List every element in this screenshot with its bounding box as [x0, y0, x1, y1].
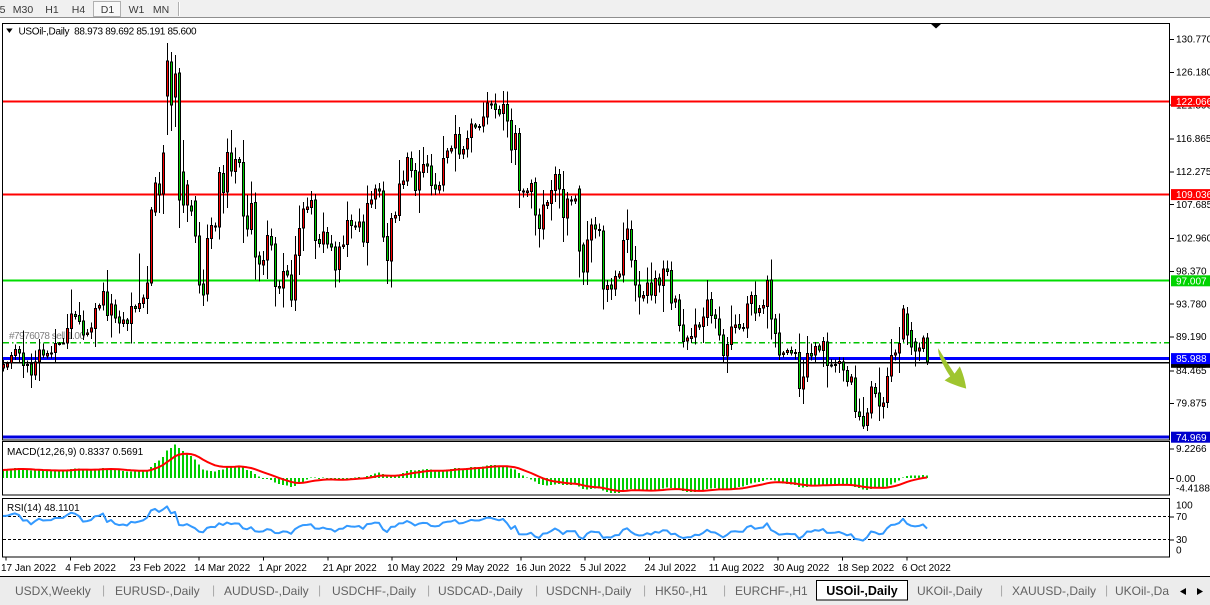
- svg-text:USDCAD-,Daily: USDCAD-,Daily: [438, 584, 523, 598]
- svg-text:RSI(14) 48.1101: RSI(14) 48.1101: [7, 503, 80, 514]
- svg-text:M30: M30: [13, 4, 34, 16]
- svg-text:5: 5: [0, 4, 6, 16]
- svg-text:HK50-,H1: HK50-,H1: [655, 584, 708, 598]
- svg-text:74.969: 74.969: [1176, 433, 1207, 444]
- svg-text:85.988: 85.988: [1176, 354, 1207, 365]
- svg-text:79.875: 79.875: [1176, 399, 1207, 410]
- svg-text:116.865: 116.865: [1176, 134, 1210, 145]
- svg-text:|: |: [643, 583, 646, 597]
- svg-text:97.007: 97.007: [1176, 276, 1207, 287]
- svg-text:UKOil-,Da: UKOil-,Da: [1115, 584, 1169, 598]
- svg-text:1 Apr 2022: 1 Apr 2022: [258, 563, 307, 574]
- svg-text:109.036: 109.036: [1176, 190, 1210, 201]
- svg-text:|: |: [102, 583, 105, 597]
- svg-text:112.275: 112.275: [1176, 167, 1210, 178]
- svg-text:122.066: 122.066: [1176, 97, 1210, 108]
- svg-text:89.190: 89.190: [1176, 332, 1207, 343]
- svg-text:|: |: [318, 583, 321, 597]
- svg-text:29 May 2022: 29 May 2022: [451, 563, 509, 574]
- svg-text:EURUSD-,Daily: EURUSD-,Daily: [115, 584, 200, 598]
- svg-text:USDCHF-,Daily: USDCHF-,Daily: [332, 584, 416, 598]
- svg-text:100: 100: [1176, 501, 1193, 512]
- svg-text:D1: D1: [101, 4, 115, 16]
- svg-text:MACD(12,26,9) 0.8337 0.5691: MACD(12,26,9) 0.8337 0.5691: [7, 447, 144, 458]
- svg-text:|: |: [212, 583, 215, 597]
- svg-text:70: 70: [1176, 512, 1188, 523]
- svg-text:17 Jan 2022: 17 Jan 2022: [1, 563, 56, 574]
- svg-text:30 Aug 2022: 30 Aug 2022: [773, 563, 830, 574]
- svg-text:USOil-,Daily 88.973 89.692 85: USOil-,Daily 88.973 89.692 85.191 85.600: [19, 27, 197, 38]
- svg-text:18 Sep 2022: 18 Sep 2022: [838, 563, 895, 574]
- svg-text:AUDUSD-,Daily: AUDUSD-,Daily: [224, 584, 309, 598]
- svg-text:130.770: 130.770: [1176, 35, 1210, 46]
- svg-text:-4.4188: -4.4188: [1176, 483, 1210, 494]
- svg-text:10 May 2022: 10 May 2022: [387, 563, 445, 574]
- svg-text:|: |: [1105, 583, 1108, 597]
- svg-text:|: |: [1000, 583, 1003, 597]
- svg-text:9.2266: 9.2266: [1176, 444, 1207, 455]
- svg-text:USOil-,Daily: USOil-,Daily: [826, 584, 898, 598]
- svg-text:XAUUSD-,Daily: XAUUSD-,Daily: [1012, 584, 1096, 598]
- svg-text:126.180: 126.180: [1176, 68, 1210, 79]
- svg-text:102.960: 102.960: [1176, 234, 1210, 245]
- svg-text:USDCNH-,Daily: USDCNH-,Daily: [546, 584, 631, 598]
- svg-text:24 Jul 2022: 24 Jul 2022: [645, 563, 697, 574]
- svg-text:4 Feb 2022: 4 Feb 2022: [65, 563, 116, 574]
- svg-text:MN: MN: [153, 4, 169, 16]
- svg-text:0.00: 0.00: [1176, 474, 1196, 485]
- svg-text:21 Apr 2022: 21 Apr 2022: [323, 563, 377, 574]
- svg-text:|: |: [535, 583, 538, 597]
- svg-text:0: 0: [1176, 546, 1182, 557]
- svg-text:93.780: 93.780: [1176, 299, 1207, 310]
- svg-text:H1: H1: [45, 4, 59, 16]
- svg-text:USDX,Weekly: USDX,Weekly: [15, 584, 91, 598]
- svg-text:11 Aug 2022: 11 Aug 2022: [709, 563, 765, 574]
- svg-text:|: |: [427, 583, 430, 597]
- svg-text:UKOil-,Daily: UKOil-,Daily: [917, 584, 982, 598]
- svg-text:98.370: 98.370: [1176, 266, 1207, 277]
- svg-text:16 Jun 2022: 16 Jun 2022: [516, 563, 571, 574]
- svg-text:107.685: 107.685: [1176, 200, 1210, 211]
- svg-text:#7976078 sell 1.00: #7976078 sell 1.00: [9, 331, 85, 342]
- svg-text:W1: W1: [129, 4, 145, 16]
- svg-text:23 Feb 2022: 23 Feb 2022: [130, 563, 187, 574]
- svg-text:6 Oct 2022: 6 Oct 2022: [902, 563, 951, 574]
- svg-text:|: |: [723, 583, 726, 597]
- svg-text:EURCHF-,H1: EURCHF-,H1: [735, 584, 808, 598]
- svg-text:H4: H4: [72, 4, 86, 16]
- svg-text:84.465: 84.465: [1176, 366, 1207, 377]
- svg-text:5 Jul 2022: 5 Jul 2022: [580, 563, 627, 574]
- svg-text:14 Mar 2022: 14 Mar 2022: [194, 563, 251, 574]
- svg-text:30: 30: [1176, 535, 1188, 546]
